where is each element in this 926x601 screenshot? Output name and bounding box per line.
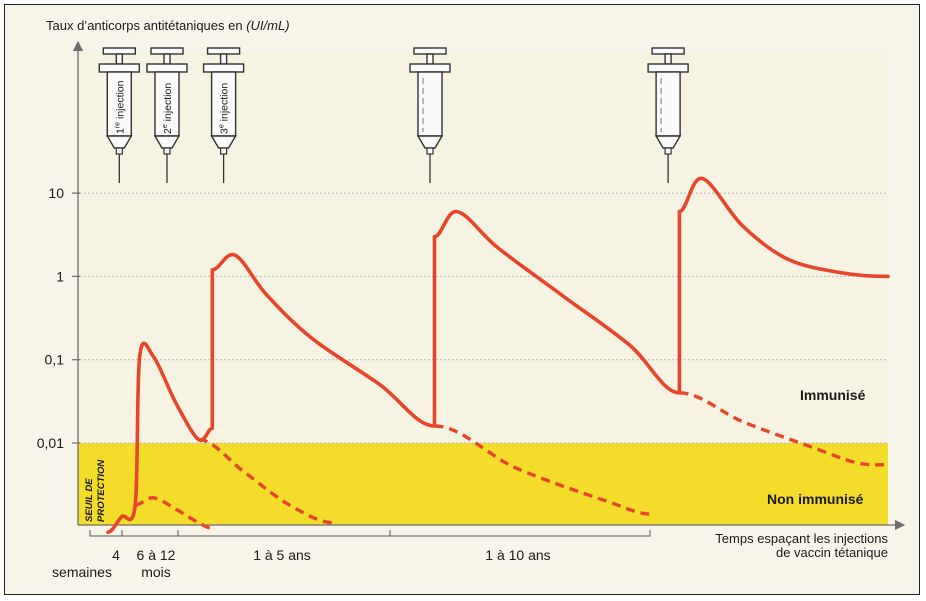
- x-axis-label-line1: Temps espaçant les injections: [715, 531, 888, 546]
- threshold-label: SEUIL DE PROTECTION: [84, 459, 107, 522]
- x-axis-label-line2: de vaccin tétanique: [776, 545, 888, 560]
- decay-dashed-curve: [134, 496, 213, 530]
- syringe-icon: [647, 47, 689, 183]
- syringe-icon: 1re injection: [98, 47, 141, 183]
- x-segment-bracket: [177, 530, 391, 537]
- y-tick-label: 10: [48, 185, 64, 201]
- non-immune-label: Non immunisé: [767, 491, 864, 507]
- decay-dashed-curve: [198, 437, 335, 525]
- x-segment-label: 1 à 5 ans: [253, 547, 311, 563]
- x-segment-sublabel: semaines: [52, 564, 112, 580]
- syringe-icon: 2e injection: [146, 47, 188, 183]
- injection-label: 1re injection: [114, 80, 126, 134]
- x-segment-bracket: [121, 530, 179, 537]
- decay-dashed-curve: [434, 424, 653, 516]
- syringe-icon: 3e injection: [202, 47, 245, 183]
- y-tick-label: 0,01: [37, 435, 64, 451]
- curves: [106, 176, 890, 534]
- non-immune-zone: [78, 443, 888, 525]
- axes: [72, 40, 906, 531]
- syringe-icon: [409, 47, 451, 183]
- threshold-label-line1: SEUIL DE: [84, 478, 95, 522]
- injection-label: 2e injection: [162, 83, 174, 134]
- x-segment-label: 6 à 12: [137, 547, 176, 563]
- y-tick-label: 1: [56, 268, 64, 284]
- immune-label: Immunisé: [800, 387, 866, 403]
- x-segment-bracket: [89, 530, 123, 537]
- injection-label: 3e injection: [219, 83, 231, 134]
- antibody-curve: [106, 176, 890, 534]
- x-segment-sublabel: mois: [141, 564, 171, 580]
- y-tick-labels: 10 1 0,1 0,01: [37, 185, 64, 451]
- x-segment-label: 4: [112, 547, 120, 563]
- y-axis-label: Taux d’anticorps antitétaniques en (UI/m…: [46, 18, 290, 33]
- syringes: 1re injection 2e injection 3e injection: [98, 47, 689, 183]
- y-tick-label: 0,1: [45, 352, 65, 368]
- x-segment-bracket: [389, 530, 651, 537]
- x-segment-label: 1 à 10 ans: [485, 547, 550, 563]
- grid-lines: [72, 192, 888, 444]
- decay-dashed-curve: [679, 391, 889, 467]
- threshold-label-line2: PROTECTION: [96, 459, 107, 522]
